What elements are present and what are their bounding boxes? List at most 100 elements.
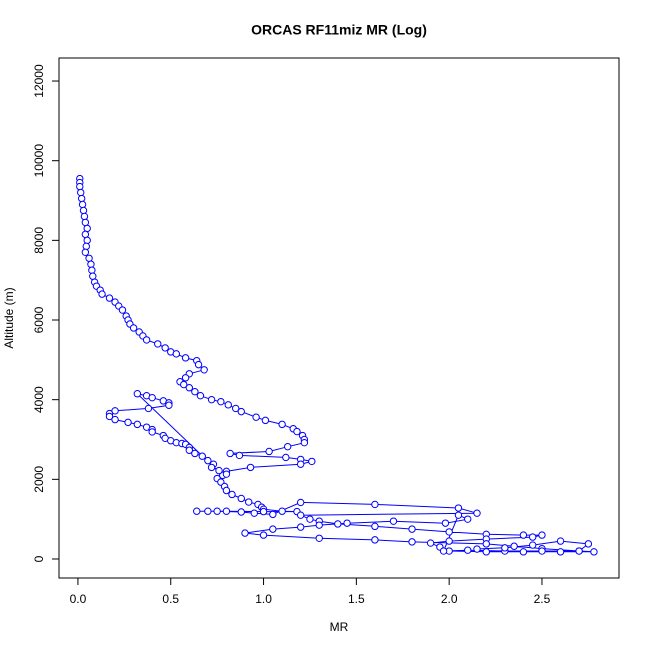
data-point xyxy=(193,507,201,515)
y-tick-label: 0 xyxy=(32,555,46,562)
data-point xyxy=(296,523,305,531)
data-point xyxy=(85,254,93,262)
data-point xyxy=(228,490,236,499)
data-point xyxy=(445,537,453,545)
data-point xyxy=(538,531,546,539)
data-point xyxy=(296,511,305,519)
data-point xyxy=(501,544,509,552)
data-point xyxy=(454,511,463,519)
x-tick-label: 2.0 xyxy=(441,592,458,606)
data-point xyxy=(118,306,127,314)
data-point xyxy=(80,212,89,221)
data-point xyxy=(144,404,153,413)
data-point xyxy=(222,486,231,495)
data-point xyxy=(445,528,453,536)
data-point xyxy=(269,510,277,519)
data-point xyxy=(232,404,240,413)
data-point xyxy=(296,460,305,468)
data-point xyxy=(154,340,162,348)
data-point xyxy=(81,230,90,239)
data-point xyxy=(224,401,232,409)
data-point xyxy=(528,541,537,549)
data-point xyxy=(237,494,245,503)
data-point xyxy=(148,393,156,402)
x-axis-label: MR xyxy=(330,620,349,634)
data-point xyxy=(482,540,490,548)
data-point xyxy=(315,534,323,542)
data-point xyxy=(371,536,379,544)
data-point xyxy=(296,498,305,507)
data-point xyxy=(371,500,379,509)
data-point xyxy=(283,442,292,451)
data-point xyxy=(278,420,286,429)
data-point xyxy=(343,519,351,527)
data-point xyxy=(77,194,86,203)
data-point xyxy=(371,522,379,531)
data-point xyxy=(237,508,245,516)
data-point xyxy=(185,384,194,392)
chart-title: ORCAS RF11miz MR (Log) xyxy=(251,22,427,38)
data-point xyxy=(129,324,138,332)
data-point xyxy=(308,457,316,466)
data-point xyxy=(575,547,583,555)
data-point xyxy=(510,542,518,550)
data-point xyxy=(215,466,223,475)
data-point xyxy=(194,360,203,369)
x-tick-label: 1.0 xyxy=(255,592,272,606)
data-point xyxy=(282,453,290,462)
data-point xyxy=(241,529,249,537)
y-axis-label: Altitude (m) xyxy=(2,287,16,348)
plot-frame xyxy=(58,57,620,579)
data-point xyxy=(181,374,190,382)
data-point xyxy=(300,438,309,447)
data-point xyxy=(293,427,301,436)
data-point xyxy=(81,248,90,256)
x-tick-label: 2.5 xyxy=(534,592,551,606)
x-tick-label: 1.5 xyxy=(348,592,365,606)
data-point xyxy=(191,388,199,396)
x-tick-label: 0.5 xyxy=(162,592,179,606)
data-point xyxy=(200,366,208,374)
data-point xyxy=(235,451,244,460)
data-point xyxy=(83,236,91,245)
data-point xyxy=(269,525,277,533)
data-point xyxy=(259,507,268,516)
data-point xyxy=(185,446,194,454)
data-point xyxy=(556,548,565,556)
data-point xyxy=(237,407,245,416)
data-point xyxy=(306,515,314,523)
data-point xyxy=(473,545,481,553)
data-point xyxy=(133,389,142,398)
data-point xyxy=(148,428,156,436)
data-point xyxy=(538,547,546,555)
data-point xyxy=(207,395,216,404)
data-point xyxy=(213,507,221,515)
data-point xyxy=(83,224,91,233)
data-point xyxy=(133,420,142,429)
data-point xyxy=(244,498,253,506)
data-point xyxy=(259,531,268,539)
data-point xyxy=(261,416,270,425)
data-point xyxy=(584,540,593,548)
data-point xyxy=(278,507,286,515)
data-point xyxy=(246,463,255,472)
data-point xyxy=(77,188,85,197)
data-point xyxy=(98,290,106,298)
y-tick-label: 2000 xyxy=(32,466,46,493)
data-point xyxy=(426,539,435,547)
data-point xyxy=(315,521,323,529)
data-point xyxy=(198,452,206,460)
data-point xyxy=(519,548,528,556)
data-point xyxy=(78,200,87,209)
data-point xyxy=(204,507,212,515)
data-point xyxy=(441,519,450,527)
data-point xyxy=(250,509,258,517)
data-point xyxy=(222,507,231,515)
data-point xyxy=(439,547,448,555)
data-point xyxy=(217,397,225,406)
data-point xyxy=(590,548,598,556)
data-point xyxy=(556,537,565,545)
